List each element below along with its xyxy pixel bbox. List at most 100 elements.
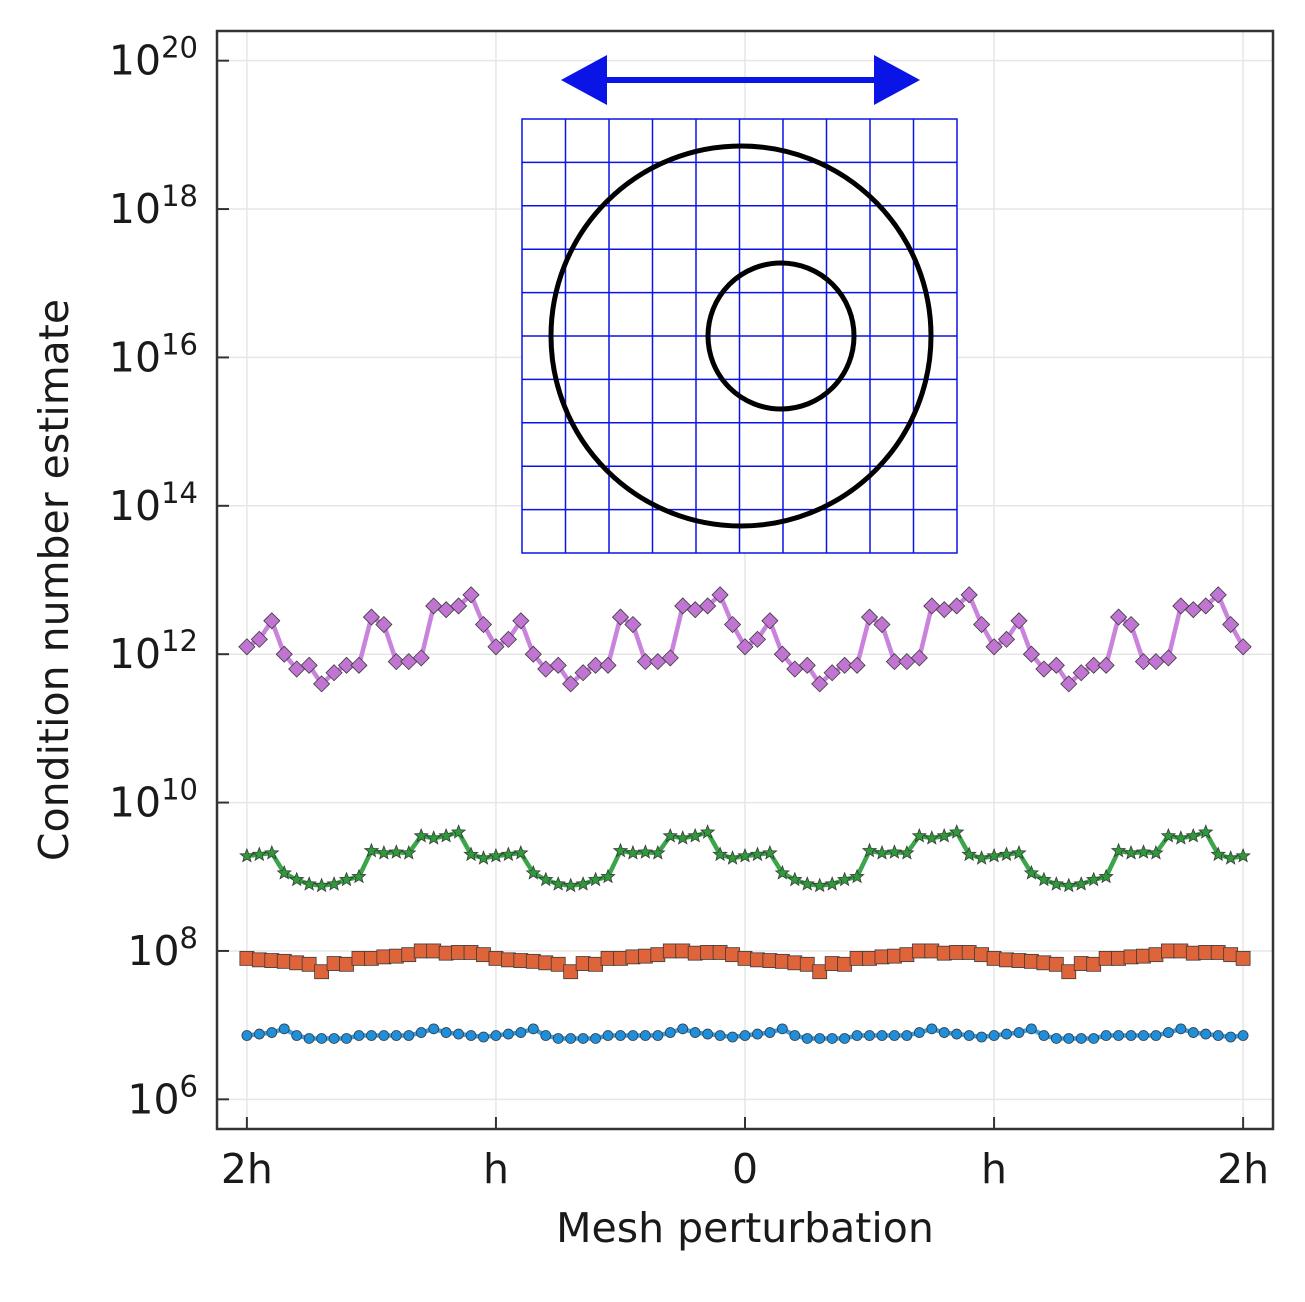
data-point (764, 1027, 776, 1038)
data-point (1122, 615, 1140, 634)
data-point (988, 1030, 1000, 1041)
data-point (251, 846, 268, 862)
data-point (924, 830, 940, 845)
data-point (699, 824, 716, 839)
data-point (413, 827, 429, 843)
data-point (848, 656, 866, 674)
data-point (712, 846, 728, 862)
data-point (562, 877, 579, 893)
data-point (926, 1023, 938, 1035)
data-point (328, 1033, 340, 1044)
data-point (390, 1030, 402, 1041)
data-point (515, 1027, 527, 1038)
data-point (351, 868, 367, 884)
inner-circle (705, 260, 857, 412)
mesh-inset (521, 55, 958, 554)
series-square (239, 943, 1251, 980)
data-point (264, 953, 280, 968)
data-point (886, 844, 903, 859)
data-point (1159, 649, 1177, 667)
y-tick-label: 108 (127, 921, 198, 975)
data-point (811, 675, 829, 693)
data-point (1173, 943, 1189, 959)
data-point (773, 645, 791, 663)
data-point (636, 653, 654, 671)
data-point (314, 964, 330, 980)
data-point (711, 586, 729, 604)
data-point (488, 950, 504, 966)
data-point (637, 844, 654, 859)
data-point (677, 1023, 689, 1035)
data-point (901, 1030, 913, 1041)
data-point (540, 1030, 552, 1041)
data-point (936, 827, 952, 843)
data-point (300, 656, 318, 674)
data-point (687, 945, 703, 961)
data-point (326, 876, 342, 891)
data-point (303, 1033, 315, 1044)
data-point (862, 950, 877, 966)
outer-circle (548, 143, 934, 529)
data-point (1024, 953, 1039, 969)
data-point (1111, 950, 1126, 966)
data-point (1185, 945, 1201, 961)
data-point (615, 1030, 626, 1041)
data-point (776, 1023, 788, 1035)
data-point (1225, 1031, 1237, 1043)
data-point (487, 638, 505, 656)
data-point (1136, 948, 1151, 964)
data-point (1198, 945, 1214, 960)
data-point (874, 949, 890, 965)
data-point (426, 943, 442, 959)
data-point (1085, 871, 1102, 887)
data-point (1172, 597, 1190, 615)
data-point (898, 653, 916, 671)
data-point (689, 1027, 701, 1038)
data-point (288, 871, 305, 887)
data-point (463, 945, 479, 960)
y-tick-label: 1018 (109, 179, 198, 233)
data-point (565, 1033, 577, 1044)
data-point (401, 844, 417, 860)
data-point (527, 1023, 539, 1035)
x-tick-label: 0 (732, 1145, 758, 1193)
data-point (450, 824, 467, 839)
data-point (588, 956, 603, 972)
data-point (650, 947, 666, 963)
data-point (316, 1033, 328, 1044)
data-point (798, 656, 816, 674)
data-point (437, 601, 455, 619)
data-point (289, 955, 305, 971)
data-point (338, 871, 355, 887)
data-point (552, 1033, 564, 1044)
data-point (1175, 1023, 1187, 1035)
data-point (949, 945, 965, 960)
data-point (913, 1027, 925, 1038)
data-point (911, 827, 928, 843)
data-point (662, 943, 678, 959)
data-point (687, 827, 703, 843)
data-point (1209, 586, 1227, 604)
data-point (1184, 601, 1202, 619)
data-point (1100, 1030, 1112, 1041)
data-point (999, 952, 1014, 968)
data-point (1098, 950, 1114, 966)
data-point (275, 645, 293, 663)
x-tick-label: 2h (221, 1145, 273, 1193)
x-axis-title: Mesh perturbation (556, 1204, 934, 1252)
data-point (463, 846, 479, 862)
data-point (613, 950, 628, 966)
data-point (600, 868, 616, 884)
data-point (1210, 846, 1226, 862)
data-point (724, 850, 741, 865)
data-point (525, 953, 541, 969)
data-point (1148, 947, 1164, 963)
data-point (475, 850, 492, 865)
data-point (264, 844, 280, 860)
data-point (837, 956, 853, 972)
data-point (761, 612, 779, 630)
data-point (375, 615, 393, 634)
data-point (513, 844, 529, 860)
data-point (674, 597, 692, 615)
data-point (973, 850, 990, 865)
